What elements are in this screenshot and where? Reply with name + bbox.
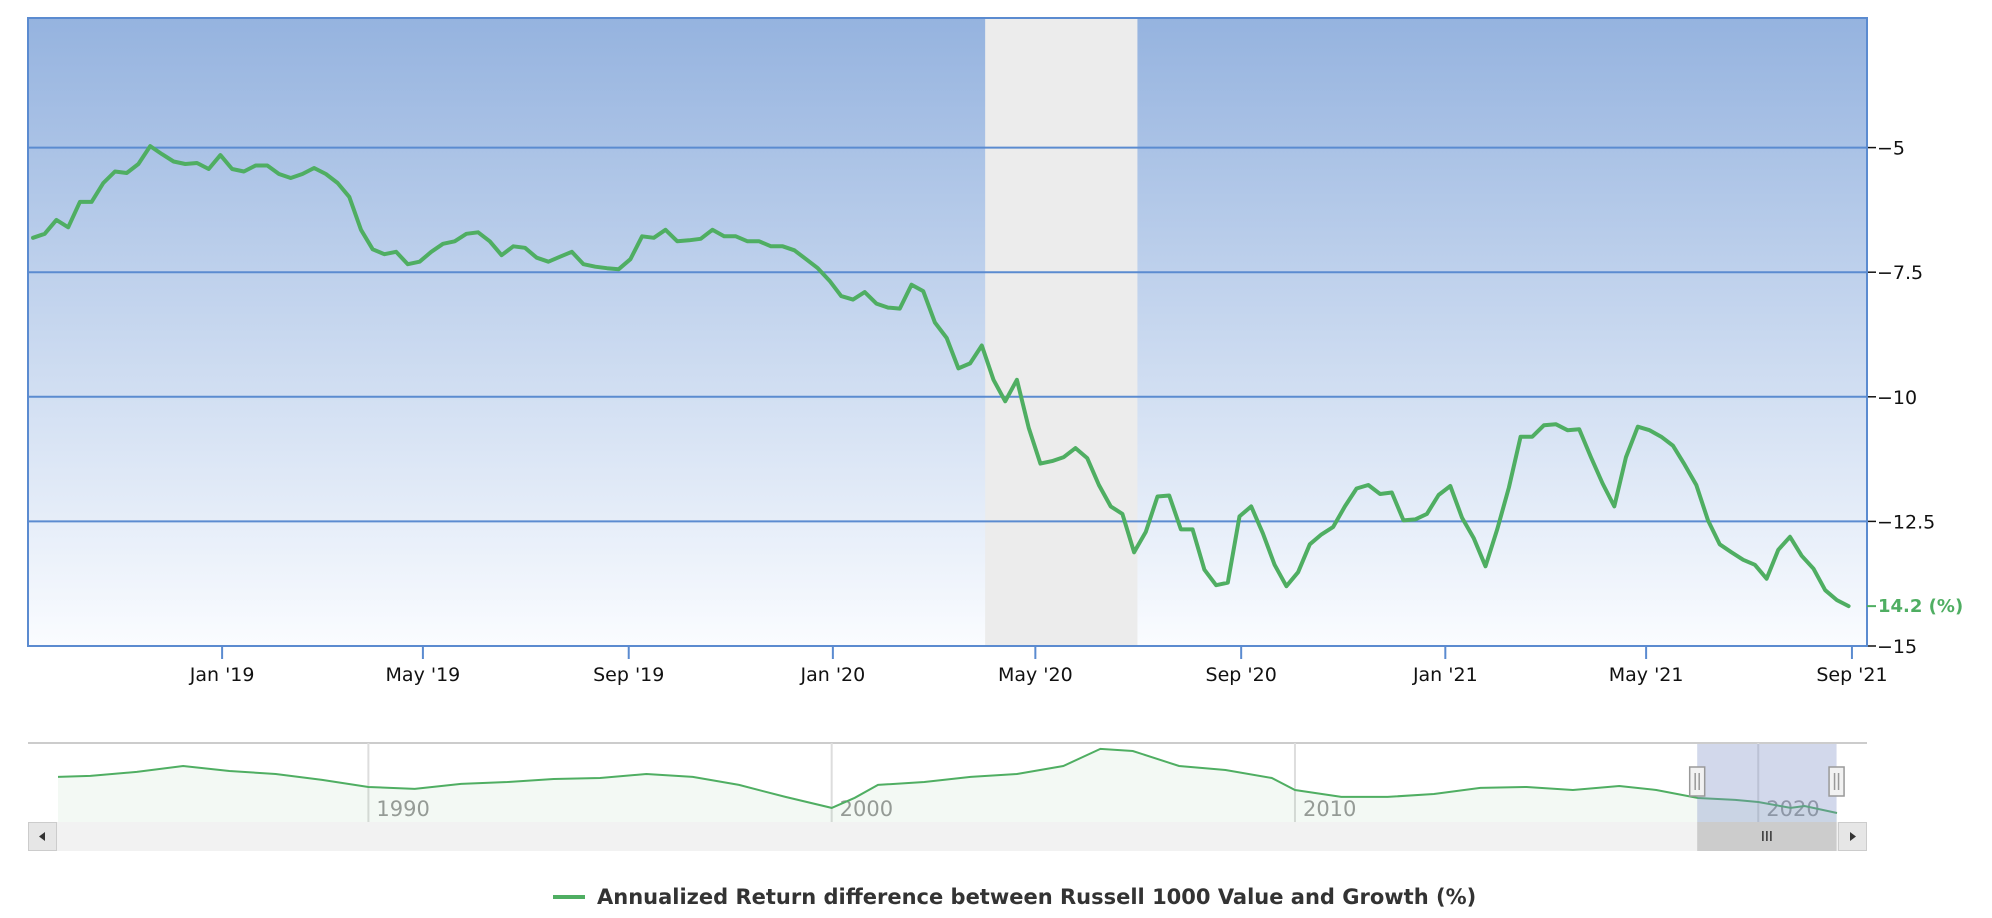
navigator-selected-range[interactable] — [1697, 744, 1837, 822]
x-tick-label: May '19 — [386, 664, 461, 686]
navigator-series-line — [57, 747, 1838, 814]
y-tick-label: −7.5 — [1877, 262, 1923, 284]
legend-item-label[interactable]: Annualized Return difference between Rus… — [597, 885, 1476, 909]
series-line[interactable] — [31, 144, 1851, 609]
x-axis-ticks: Jan '19 May '19 Sep '19 Jan '20 May '20 Sep '… — [189, 646, 1888, 686]
grip-lines-icon — [1762, 831, 1772, 841]
y-tick-label: −15 — [1877, 636, 1917, 658]
navigator-year-label: 2010 — [1303, 797, 1356, 821]
navigator-handle-icon[interactable] — [1688, 766, 1706, 797]
navigator-handle-right[interactable] — [1828, 766, 1845, 797]
x-tick-label: Jan '20 — [800, 664, 866, 686]
plot-background — [28, 18, 1867, 646]
scrollbar-track[interactable] — [28, 822, 1867, 851]
navigator-series-area — [58, 748, 1837, 822]
plot-border — [27, 17, 1868, 647]
x-tick-label: Jan '21 — [1412, 664, 1478, 686]
legend[interactable]: Annualized Return difference between Rus… — [553, 885, 1476, 909]
navigator-handle-icon[interactable] — [1828, 766, 1845, 797]
navigator-year-label: 2020 — [1766, 797, 1819, 821]
navigator-year-label: 1990 — [376, 797, 429, 821]
y-axis-labels: −5 −7.5 −10 −12.5 −15 — [1867, 138, 1935, 658]
scroll-left-button[interactable] — [28, 822, 57, 851]
shaded-band — [985, 19, 1138, 645]
y-tick-label: −10 — [1877, 387, 1917, 409]
last-value-label: 14.2 (%) — [1878, 596, 1963, 617]
x-tick-label: May '20 — [998, 664, 1073, 686]
triangle-right-icon — [1850, 832, 1856, 841]
navigator-year-grid: 1990 2000 2010 2020 — [367, 743, 1820, 822]
triangle-left-icon — [39, 832, 45, 841]
y-tick-label: −5 — [1877, 138, 1905, 160]
x-tick-label: Sep '20 — [1206, 664, 1277, 686]
scroll-right-button[interactable] — [1838, 822, 1867, 851]
x-tick-label: Jan '19 — [189, 664, 255, 686]
x-tick-label: Sep '21 — [1816, 664, 1887, 686]
x-tick-label: May '21 — [1609, 664, 1684, 686]
x-tick-label: Sep '19 — [593, 664, 664, 686]
navigator-handle-left[interactable] — [1688, 766, 1706, 797]
y-tick-label: −12.5 — [1877, 511, 1935, 533]
